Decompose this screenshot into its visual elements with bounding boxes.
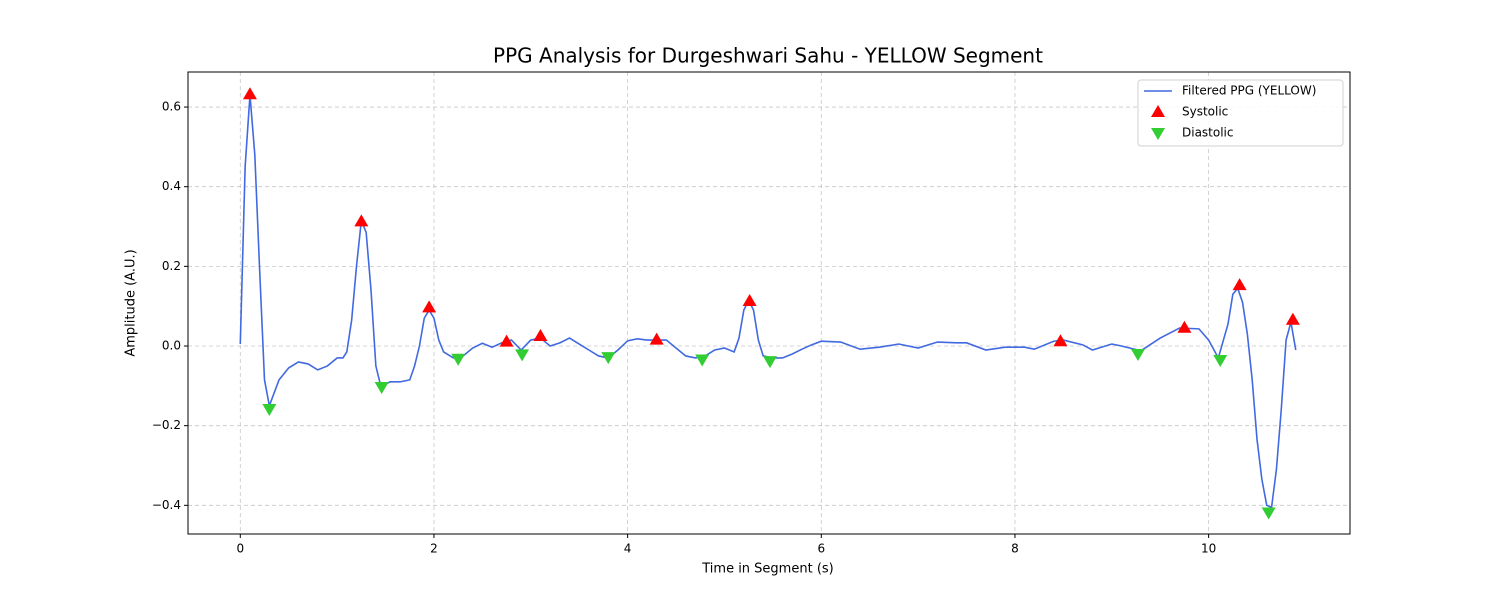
systolic-marker xyxy=(742,294,757,307)
diastolic-marker xyxy=(374,382,389,395)
systolic-marker xyxy=(242,87,257,100)
x-tick-label: 10 xyxy=(1201,542,1216,556)
legend-label: Diastolic xyxy=(1182,126,1234,140)
x-tick-label: 2 xyxy=(430,542,438,556)
diastolic-marker xyxy=(1213,354,1228,367)
diastolic-marker xyxy=(762,356,777,369)
systolic-marker xyxy=(1285,312,1300,325)
y-tick-label: −0.2 xyxy=(152,418,181,432)
systolic-marker xyxy=(533,329,548,342)
legend-label: Filtered PPG (YELLOW) xyxy=(1182,84,1316,98)
legend-box xyxy=(1137,79,1344,147)
diastolic-marker xyxy=(601,352,616,365)
x-tick-label: 8 xyxy=(1011,542,1019,556)
systolic-marker xyxy=(1177,320,1192,333)
systolic-marker xyxy=(354,214,369,227)
x-axis-label: Time in Segment (s) xyxy=(701,562,833,577)
systolic-marker xyxy=(649,332,664,345)
y-tick-label: 0.6 xyxy=(162,100,181,114)
x-tick-label: 4 xyxy=(624,542,632,556)
systolic-marker xyxy=(422,300,437,313)
diastolic-marker xyxy=(1130,348,1145,361)
legend-label: Systolic xyxy=(1182,105,1228,119)
x-tick-label: 6 xyxy=(817,542,825,556)
systolic-marker xyxy=(1053,334,1068,347)
diastolic-marker xyxy=(262,403,277,416)
diastolic-marker xyxy=(1261,507,1276,520)
chart-title: PPG Analysis for Durgeshwari Sahu - YELL… xyxy=(493,44,1043,68)
plot-frame xyxy=(187,71,1351,535)
diastolic-marker xyxy=(515,349,530,362)
x-tick-label: 0 xyxy=(236,542,244,556)
diastolic-marker xyxy=(695,354,710,367)
legend-marker xyxy=(1151,128,1165,140)
ppg-line xyxy=(239,95,1297,509)
diastolic-marker xyxy=(451,353,466,366)
y-tick-label: 0.2 xyxy=(162,259,181,273)
y-axis-label: Amplitude (A.U.) xyxy=(124,249,139,356)
y-tick-label: −0.4 xyxy=(152,498,181,512)
y-tick-label: 0.0 xyxy=(162,339,181,353)
y-tick-label: 0.4 xyxy=(162,179,181,193)
systolic-marker xyxy=(1232,278,1247,291)
legend-marker xyxy=(1151,105,1165,117)
systolic-marker xyxy=(499,334,514,347)
